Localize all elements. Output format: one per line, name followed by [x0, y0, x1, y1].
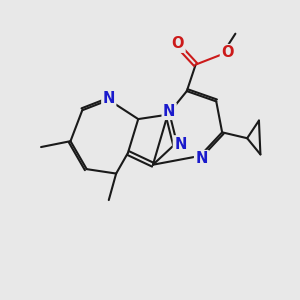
- Text: O: O: [221, 45, 234, 60]
- Text: N: N: [195, 151, 208, 166]
- Text: O: O: [172, 37, 184, 52]
- Text: N: N: [103, 91, 115, 106]
- Text: N: N: [174, 136, 187, 152]
- Text: N: N: [163, 103, 175, 118]
